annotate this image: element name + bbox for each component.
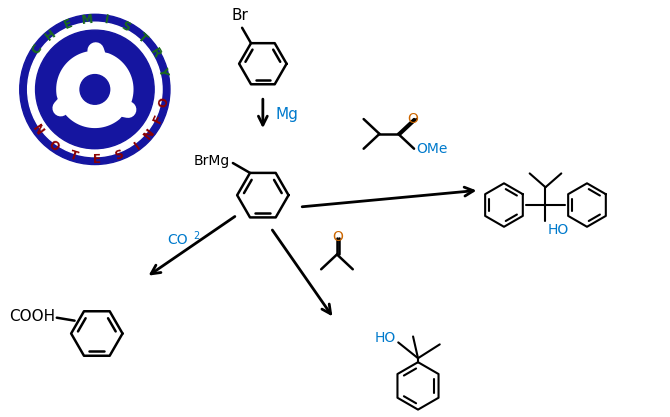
Circle shape xyxy=(19,14,170,165)
Text: S: S xyxy=(119,19,133,34)
Text: N: N xyxy=(29,122,46,138)
Text: CO: CO xyxy=(168,233,188,246)
Text: HO: HO xyxy=(375,332,396,345)
Circle shape xyxy=(27,22,162,157)
Text: N: N xyxy=(141,126,157,141)
Circle shape xyxy=(36,30,154,149)
FancyArrowPatch shape xyxy=(61,72,93,108)
Text: Br: Br xyxy=(232,8,249,23)
Text: E: E xyxy=(92,153,100,166)
Text: BrMg: BrMg xyxy=(194,154,230,168)
Text: S: S xyxy=(113,148,125,163)
FancyArrowPatch shape xyxy=(96,50,111,97)
Text: Mg: Mg xyxy=(275,107,299,122)
Text: T: T xyxy=(68,149,80,164)
Text: Y: Y xyxy=(155,65,170,77)
Text: H: H xyxy=(43,27,59,43)
Text: I: I xyxy=(131,139,143,152)
Text: O: O xyxy=(407,112,419,126)
Circle shape xyxy=(80,75,110,104)
Text: O: O xyxy=(332,230,344,244)
Text: HO: HO xyxy=(547,223,569,237)
Text: COOH: COOH xyxy=(9,309,55,324)
Text: C: C xyxy=(29,42,45,56)
Text: T: T xyxy=(135,30,149,45)
Text: R: R xyxy=(147,46,163,60)
Text: M: M xyxy=(80,13,94,27)
Text: OMe: OMe xyxy=(416,142,448,156)
Text: 2: 2 xyxy=(194,231,200,241)
Text: I: I xyxy=(104,13,111,27)
FancyArrowPatch shape xyxy=(80,100,128,110)
Text: O: O xyxy=(156,97,171,109)
Text: E: E xyxy=(62,17,74,32)
Text: F: F xyxy=(151,113,166,126)
Text: O: O xyxy=(46,138,61,154)
